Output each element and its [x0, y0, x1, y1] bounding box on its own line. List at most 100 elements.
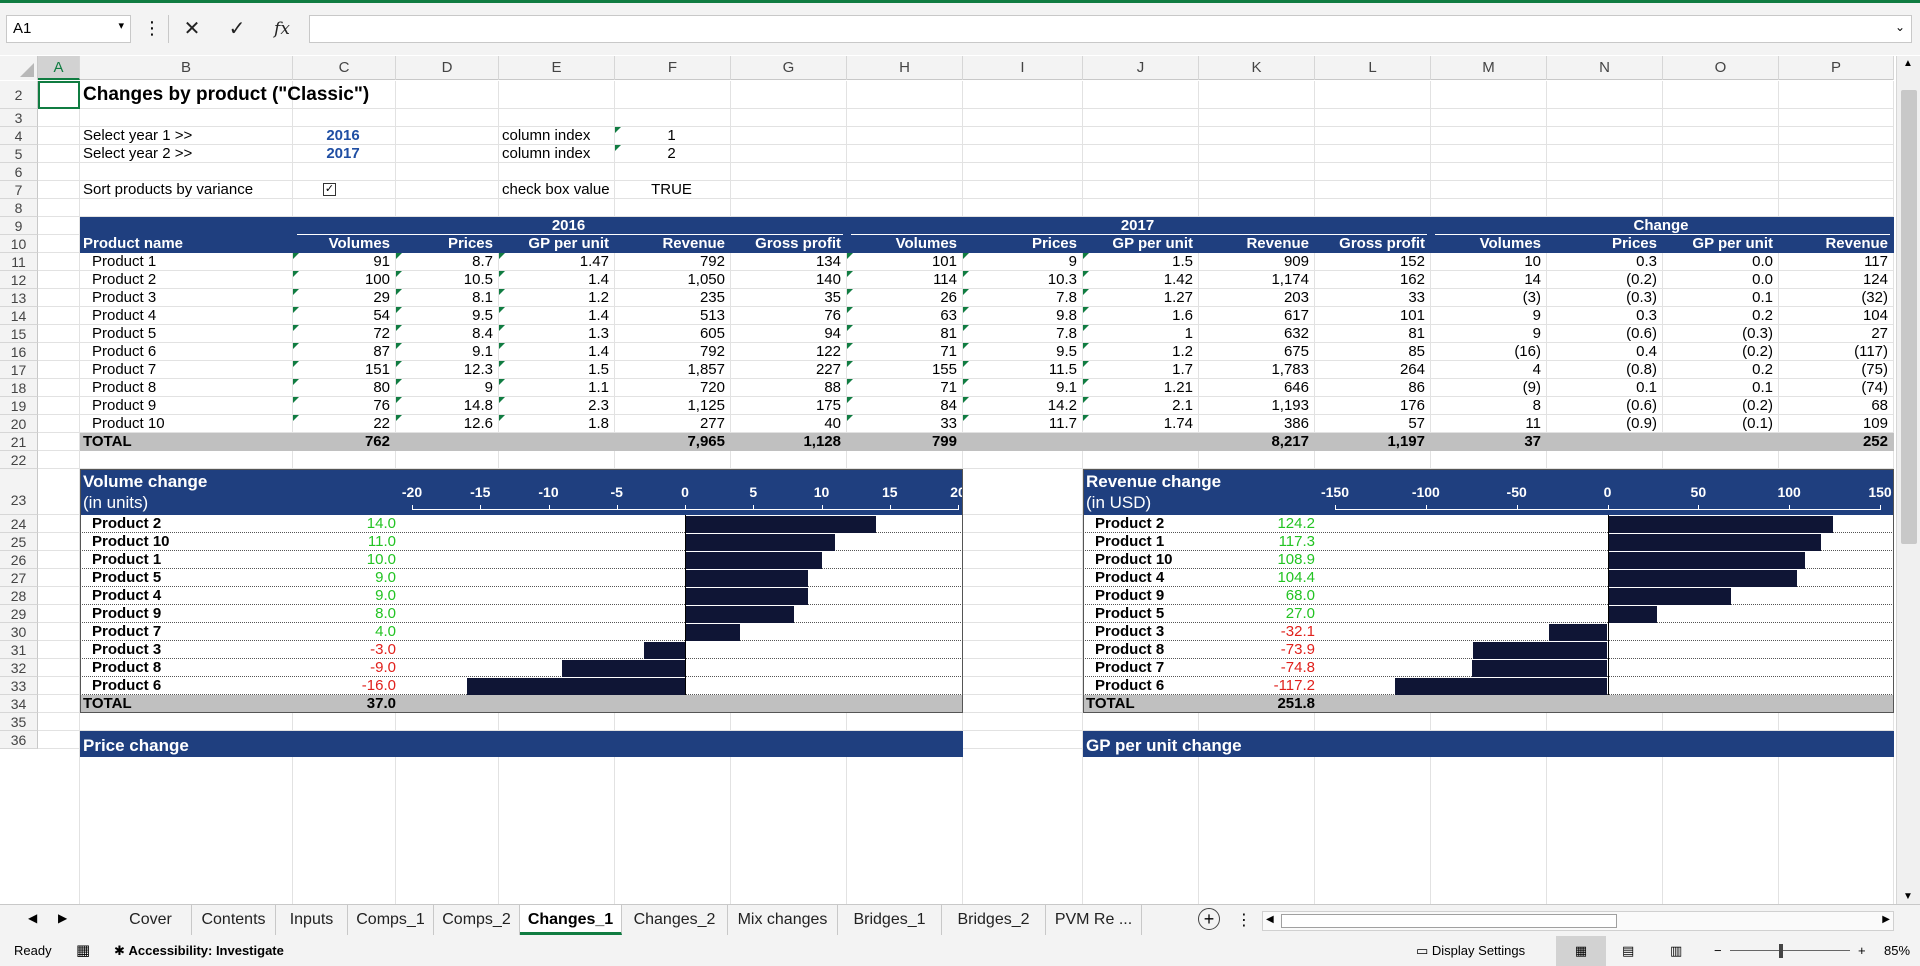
table-cell[interactable]: 71	[940, 343, 957, 360]
select-year2-value[interactable]: 2017	[326, 145, 360, 162]
table-cell[interactable]: 162	[1399, 271, 1425, 288]
table-cell[interactable]: 386	[1283, 415, 1309, 432]
table-cell[interactable]: 0.3	[1636, 307, 1657, 324]
table-cell[interactable]: (0.3)	[1626, 289, 1657, 306]
table-cell[interactable]: 140	[815, 271, 841, 288]
zoom-out-icon[interactable]: −	[1714, 943, 1722, 958]
table-cell[interactable]: (0.2)	[1626, 271, 1657, 288]
row-header-23[interactable]: 23	[0, 469, 38, 515]
row-header-36[interactable]: 36	[0, 731, 38, 749]
sheet-tab-inputs[interactable]: Inputs	[276, 905, 348, 935]
zoom-in-icon[interactable]: +	[1858, 943, 1866, 958]
table-cell[interactable]: 11.7	[1048, 415, 1077, 432]
enter-check-icon[interactable]: ✓	[228, 18, 246, 40]
sheet-tab-comps-1[interactable]: Comps_1	[348, 905, 434, 935]
table-cell[interactable]: 80	[373, 379, 390, 396]
table-cell[interactable]: 176	[1399, 397, 1425, 414]
row-header-29[interactable]: 29	[0, 605, 38, 623]
table-cell[interactable]: 9.1	[472, 343, 493, 360]
macro-record-icon[interactable]: ▦	[76, 942, 91, 959]
table-cell[interactable]: 1.7	[1172, 361, 1193, 378]
table-cell[interactable]: 605	[699, 325, 725, 342]
normal-view-icon[interactable]: ▦	[1556, 936, 1606, 966]
table-cell[interactable]: 1,125	[687, 397, 725, 414]
formula-input[interactable]: ⌄	[309, 15, 1912, 43]
table-cell[interactable]: 1.4	[588, 271, 609, 288]
table-cell[interactable]: 617	[1283, 307, 1309, 324]
zoom-level[interactable]: 85%	[1884, 943, 1911, 958]
sort-checkbox[interactable]: ✓	[323, 183, 336, 196]
table-cell[interactable]: 71	[940, 379, 957, 396]
table-cell[interactable]: 9	[1532, 307, 1541, 324]
table-cell[interactable]: 792	[699, 343, 725, 360]
table-cell[interactable]: 12.3	[463, 361, 493, 378]
display-settings[interactable]: ▭ Display Settings	[1416, 943, 1525, 959]
vertical-scroll-thumb[interactable]	[1901, 90, 1917, 544]
table-cell[interactable]: 235	[699, 289, 725, 306]
sheet-tab-bridges-2[interactable]: Bridges_2	[942, 905, 1046, 935]
table-cell[interactable]: 68	[1871, 397, 1888, 414]
column-header-n[interactable]: N	[1547, 56, 1663, 80]
table-cell[interactable]: (117)	[1854, 343, 1888, 360]
table-cell[interactable]: (3)	[1522, 289, 1541, 306]
horizontal-scroll-thumb[interactable]	[1281, 914, 1617, 928]
table-cell[interactable]: 122	[815, 343, 841, 360]
table-cell[interactable]: 0.0	[1752, 253, 1773, 270]
table-cell[interactable]: 29	[373, 289, 390, 306]
table-cell[interactable]: 1.6	[1172, 307, 1193, 324]
sheet-tab-mix-changes[interactable]: Mix changes	[728, 905, 838, 935]
table-cell[interactable]: 0.4	[1636, 343, 1657, 360]
expand-formula-icon[interactable]: ⌄	[1894, 20, 1905, 34]
row-header-14[interactable]: 14	[0, 307, 38, 325]
table-cell[interactable]: 909	[1283, 253, 1309, 270]
add-sheet-icon[interactable]: +	[1198, 908, 1220, 930]
row-header-30[interactable]: 30	[0, 623, 38, 641]
row-header-24[interactable]: 24	[0, 515, 38, 533]
table-cell[interactable]: 10.5	[463, 271, 493, 288]
table-cell[interactable]: (0.6)	[1626, 397, 1657, 414]
table-cell[interactable]: 9.1	[1056, 379, 1077, 396]
table-cell[interactable]: 1.4	[588, 307, 609, 324]
table-cell[interactable]: 227	[815, 361, 841, 378]
scroll-right-icon[interactable]: ▶	[1882, 914, 1890, 925]
table-cell[interactable]: 2.1	[1172, 397, 1193, 414]
select-year1-value[interactable]: 2016	[326, 127, 360, 144]
table-cell[interactable]: 9.8	[1056, 307, 1077, 324]
sheet-tab-changes-2[interactable]: Changes_2	[622, 905, 728, 935]
table-cell[interactable]: 0.2	[1752, 307, 1773, 324]
table-cell[interactable]: 1.5	[1172, 253, 1193, 270]
column-header-m[interactable]: M	[1431, 56, 1547, 80]
table-cell[interactable]: 88	[824, 379, 841, 396]
table-cell[interactable]: 10.3	[1047, 271, 1077, 288]
table-cell[interactable]: 9	[484, 379, 493, 396]
row-header-10[interactable]: 10	[0, 235, 38, 253]
table-cell[interactable]: 9.5	[472, 307, 493, 324]
table-cell[interactable]: 91	[373, 253, 390, 270]
column-header-g[interactable]: G	[731, 56, 847, 80]
table-cell[interactable]: 22	[373, 415, 390, 432]
row-header-20[interactable]: 20	[0, 415, 38, 433]
table-cell[interactable]: 8.4	[472, 325, 493, 342]
table-cell[interactable]: 0.0	[1752, 271, 1773, 288]
table-cell[interactable]: 1.42	[1163, 271, 1193, 288]
more-options-icon[interactable]: ⋮	[143, 18, 161, 38]
table-cell[interactable]: 1.5	[588, 361, 609, 378]
sheet-tab-contents[interactable]: Contents	[192, 905, 276, 935]
row-header-6[interactable]: 6	[0, 163, 38, 181]
row-header-21[interactable]: 21	[0, 433, 38, 451]
row-header-34[interactable]: 34	[0, 695, 38, 713]
table-cell[interactable]: 9	[1068, 253, 1077, 270]
table-cell[interactable]: 152	[1399, 253, 1425, 270]
table-cell[interactable]: 1,174	[1271, 271, 1309, 288]
table-cell[interactable]: 1.74	[1163, 415, 1193, 432]
table-cell[interactable]: 100	[364, 271, 390, 288]
row-header-15[interactable]: 15	[0, 325, 38, 343]
table-cell[interactable]: 2.3	[588, 397, 609, 414]
table-cell[interactable]: 0.1	[1752, 379, 1773, 396]
table-cell[interactable]: 1.21	[1163, 379, 1193, 396]
table-cell[interactable]: (75)	[1861, 361, 1888, 378]
sheet-tab-pvm-re-[interactable]: PVM Re ...	[1046, 905, 1142, 935]
table-cell[interactable]: 27	[1871, 325, 1888, 342]
row-header-26[interactable]: 26	[0, 551, 38, 569]
